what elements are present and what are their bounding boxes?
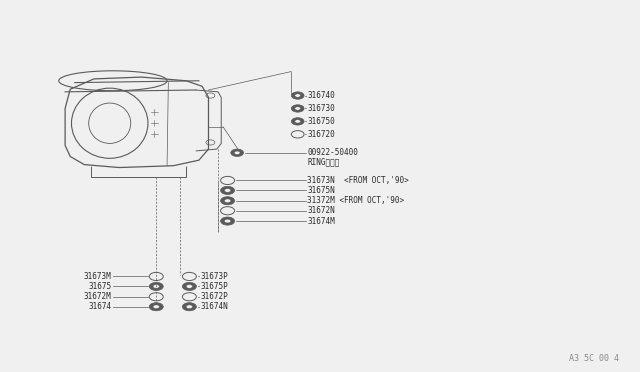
Circle shape (186, 285, 193, 288)
Text: 31673M: 31673M (84, 272, 111, 281)
Circle shape (295, 107, 301, 110)
Text: 31672M: 31672M (84, 292, 111, 301)
Circle shape (221, 186, 235, 195)
Text: 31674N: 31674N (200, 302, 228, 311)
Circle shape (153, 285, 159, 288)
Text: 31672P: 31672P (200, 292, 228, 301)
Text: 31673P: 31673P (200, 272, 228, 281)
Circle shape (295, 94, 301, 97)
Text: 316720: 316720 (307, 130, 335, 139)
Text: A3 5C 00 4: A3 5C 00 4 (570, 354, 620, 363)
Text: 31675N: 31675N (307, 186, 335, 195)
Text: 31674: 31674 (88, 302, 111, 311)
Text: 316730: 316730 (307, 104, 335, 113)
Circle shape (234, 151, 240, 154)
Text: RINGリング: RINGリング (307, 157, 340, 167)
Circle shape (182, 303, 196, 311)
Circle shape (221, 197, 235, 205)
Text: 316740: 316740 (307, 91, 335, 100)
Circle shape (221, 217, 235, 225)
Circle shape (225, 189, 231, 192)
Circle shape (225, 199, 231, 203)
Circle shape (291, 92, 304, 99)
Circle shape (225, 219, 231, 223)
Circle shape (149, 282, 163, 291)
Text: 316750: 316750 (307, 117, 335, 126)
Circle shape (291, 105, 304, 112)
Text: 31675: 31675 (88, 282, 111, 291)
Circle shape (291, 118, 304, 125)
Text: 31675P: 31675P (200, 282, 228, 291)
Circle shape (182, 282, 196, 291)
Text: 00922-50400: 00922-50400 (307, 148, 358, 157)
Text: 31672N: 31672N (307, 206, 335, 215)
Circle shape (186, 305, 193, 308)
Circle shape (231, 149, 244, 157)
Text: 31674M: 31674M (307, 217, 335, 225)
Circle shape (295, 120, 301, 123)
Text: 31673N  <FROM OCT,'90>: 31673N <FROM OCT,'90> (307, 176, 409, 185)
Circle shape (153, 305, 159, 308)
Circle shape (149, 303, 163, 311)
Text: 31372M <FROM OCT,'90>: 31372M <FROM OCT,'90> (307, 196, 404, 205)
